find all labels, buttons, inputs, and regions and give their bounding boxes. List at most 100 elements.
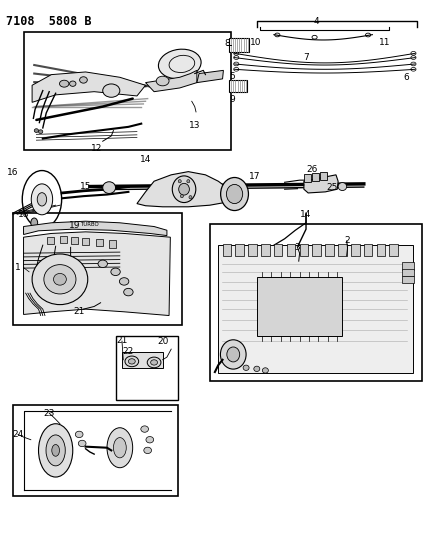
Ellipse shape <box>59 80 69 87</box>
Bar <box>116 336 178 400</box>
Bar <box>229 80 247 92</box>
Ellipse shape <box>220 340 246 369</box>
Ellipse shape <box>187 180 190 183</box>
Ellipse shape <box>39 424 73 477</box>
Text: 22: 22 <box>123 348 134 356</box>
Bar <box>300 244 308 256</box>
Ellipse shape <box>54 273 66 285</box>
Ellipse shape <box>31 218 38 228</box>
Bar <box>377 244 385 256</box>
Ellipse shape <box>156 76 169 86</box>
Ellipse shape <box>128 359 135 364</box>
Bar <box>338 244 347 256</box>
Bar <box>320 172 327 180</box>
Polygon shape <box>24 232 170 316</box>
Text: 26: 26 <box>307 165 318 174</box>
Bar <box>13 213 182 325</box>
Ellipse shape <box>52 445 59 456</box>
Text: 18: 18 <box>18 210 29 219</box>
Ellipse shape <box>103 182 116 193</box>
Text: 20: 20 <box>157 337 168 345</box>
Ellipse shape <box>32 254 88 305</box>
Bar <box>47 237 54 244</box>
Text: 21: 21 <box>116 336 128 344</box>
Bar <box>402 269 414 276</box>
Text: 7: 7 <box>303 53 309 61</box>
Text: 15: 15 <box>80 182 91 190</box>
Text: 4: 4 <box>314 17 320 26</box>
Bar <box>71 237 78 244</box>
Ellipse shape <box>125 356 139 367</box>
Ellipse shape <box>226 184 243 204</box>
Ellipse shape <box>98 260 107 268</box>
Text: 23: 23 <box>44 409 55 417</box>
Bar <box>24 32 231 150</box>
Text: 14: 14 <box>300 210 312 219</box>
Ellipse shape <box>69 81 76 86</box>
Ellipse shape <box>34 128 39 132</box>
Text: 19: 19 <box>69 222 80 230</box>
Text: 9: 9 <box>229 95 235 104</box>
Bar <box>304 174 311 182</box>
Polygon shape <box>32 72 146 102</box>
Text: 8: 8 <box>224 39 230 48</box>
Polygon shape <box>137 172 231 207</box>
Ellipse shape <box>262 368 268 373</box>
Polygon shape <box>304 175 338 193</box>
Text: 17: 17 <box>249 173 260 181</box>
Polygon shape <box>197 70 223 83</box>
Text: 13: 13 <box>189 122 200 130</box>
Ellipse shape <box>119 278 129 285</box>
Ellipse shape <box>151 360 158 365</box>
Ellipse shape <box>189 196 192 199</box>
Bar <box>229 38 249 52</box>
Ellipse shape <box>221 177 248 211</box>
Text: 10: 10 <box>250 38 262 47</box>
Text: 11: 11 <box>380 38 391 47</box>
Ellipse shape <box>144 447 152 454</box>
Ellipse shape <box>103 84 120 98</box>
Ellipse shape <box>178 180 181 183</box>
Text: 24: 24 <box>12 430 24 439</box>
Polygon shape <box>24 221 167 236</box>
Ellipse shape <box>147 357 161 368</box>
Text: 16: 16 <box>7 168 18 177</box>
Ellipse shape <box>39 130 43 134</box>
Ellipse shape <box>78 440 86 447</box>
Ellipse shape <box>44 265 76 294</box>
Ellipse shape <box>111 268 120 276</box>
Bar <box>210 224 422 381</box>
Text: 21: 21 <box>74 308 85 316</box>
Text: 2: 2 <box>344 237 350 245</box>
Bar <box>257 277 342 336</box>
Polygon shape <box>146 70 197 92</box>
Text: 1: 1 <box>15 263 21 272</box>
Bar <box>235 244 244 256</box>
Text: 25: 25 <box>326 183 337 192</box>
Bar <box>312 244 321 256</box>
Text: TURBO: TURBO <box>80 222 99 228</box>
Ellipse shape <box>107 427 133 468</box>
Ellipse shape <box>80 77 87 83</box>
Ellipse shape <box>37 192 47 206</box>
Bar <box>218 245 413 373</box>
Ellipse shape <box>31 184 53 215</box>
Ellipse shape <box>141 426 149 432</box>
Text: 6: 6 <box>404 73 410 82</box>
Ellipse shape <box>158 49 201 79</box>
Bar <box>402 276 414 283</box>
Bar <box>274 244 282 256</box>
Ellipse shape <box>75 431 83 438</box>
Bar <box>13 405 178 496</box>
Ellipse shape <box>254 366 260 372</box>
Bar <box>82 238 89 245</box>
Bar <box>287 244 295 256</box>
Text: 5: 5 <box>229 72 235 81</box>
Ellipse shape <box>46 435 65 466</box>
Bar <box>364 244 372 256</box>
Ellipse shape <box>227 347 240 362</box>
Ellipse shape <box>179 183 189 195</box>
Bar <box>109 240 116 248</box>
Text: 14: 14 <box>140 156 151 164</box>
Bar <box>389 244 398 256</box>
